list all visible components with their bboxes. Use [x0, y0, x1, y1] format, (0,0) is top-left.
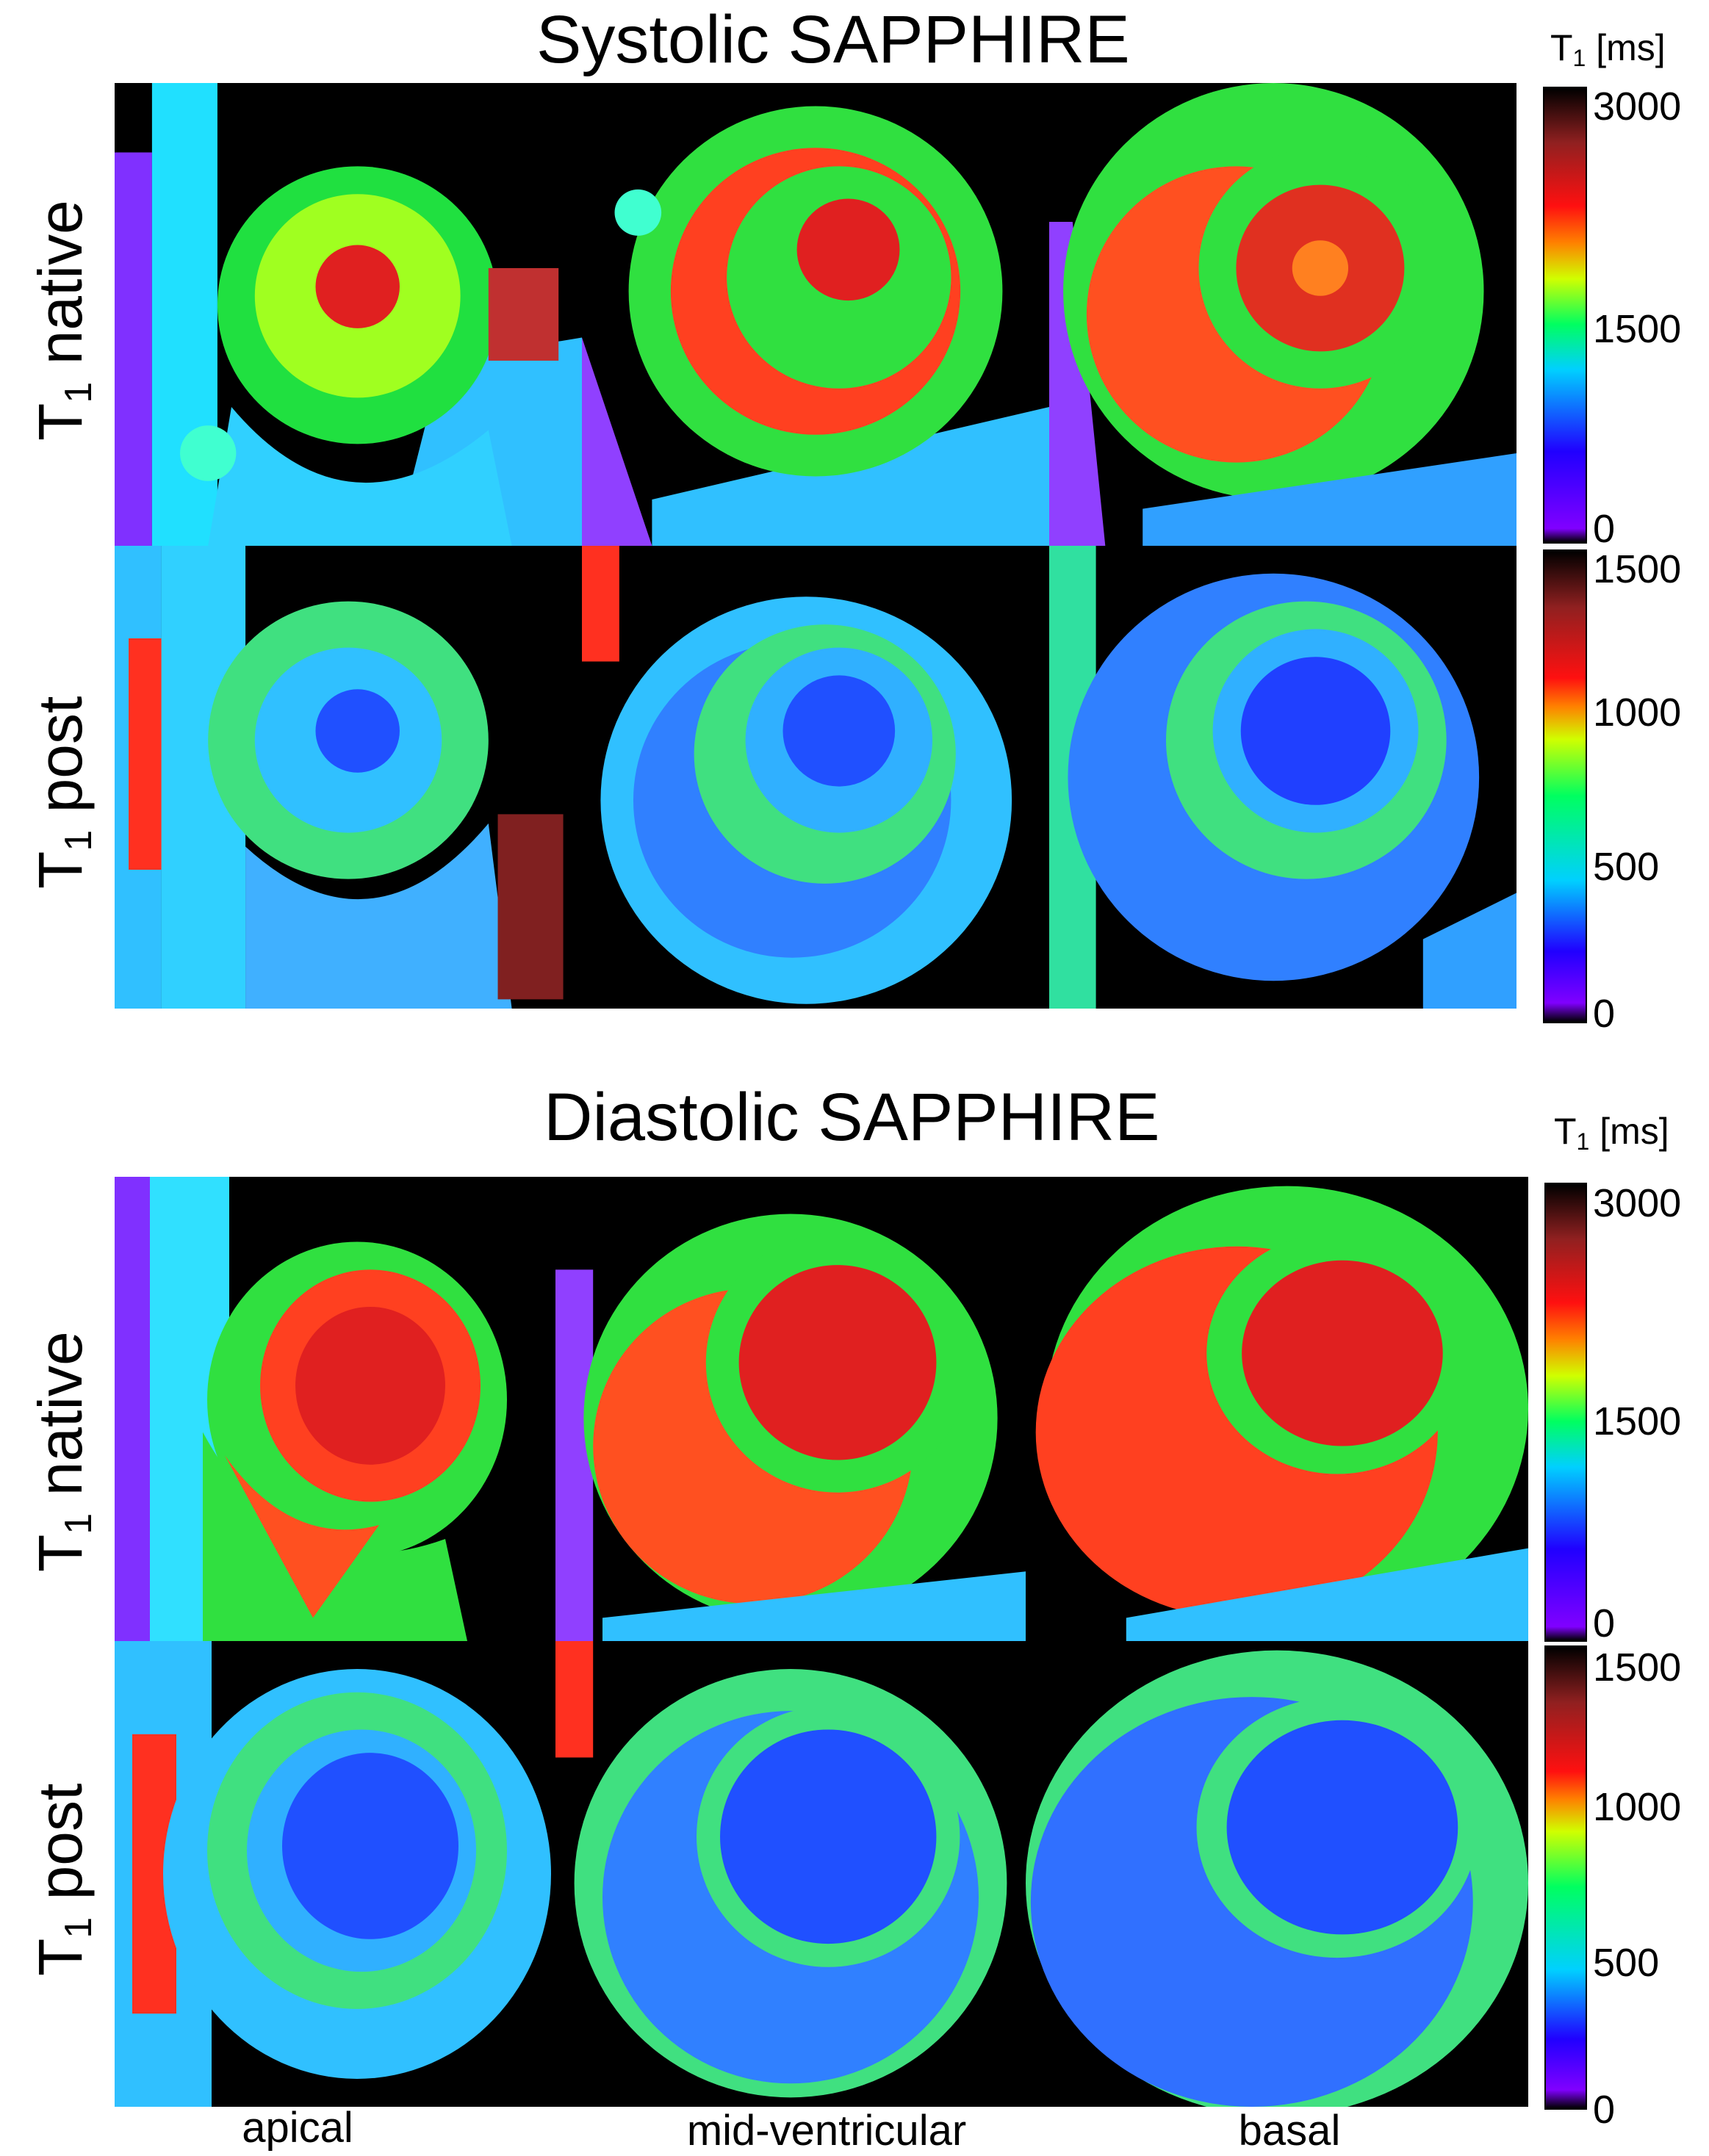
map-diastolic-post-basal — [1026, 1641, 1528, 2107]
map-systolic-post-mid-ventricular — [582, 546, 1049, 1009]
tick-systolic-native-0: 0 — [1593, 507, 1616, 551]
colorbar-title-systolic-native: T1 [ms] — [1550, 27, 1666, 71]
colorbar-diastolic-native — [1544, 1183, 1587, 1642]
systolic-section-title: Systolic SAPPHIRE — [536, 2, 1130, 77]
tick-systolic-post-500: 500 — [1593, 845, 1660, 889]
map-systolic-native-apical — [115, 83, 582, 546]
tick-systolic-post-0: 0 — [1593, 992, 1616, 1036]
tick-diastolic-post-1000: 1000 — [1593, 1785, 1682, 1829]
tick-diastolic-native-3000: 3000 — [1593, 1181, 1682, 1225]
map-diastolic-post-mid-ventricular — [555, 1641, 1026, 2107]
map-systolic-post-apical — [115, 546, 582, 1009]
map-diastolic-native-basal — [1026, 1177, 1528, 1641]
tick-systolic-post-1000: 1000 — [1593, 691, 1682, 735]
tick-diastolic-native-0: 0 — [1593, 1601, 1616, 1645]
tick-systolic-native-3000: 3000 — [1593, 84, 1682, 129]
colorbar-title-diastolic-native: T1 [ms] — [1554, 1111, 1669, 1155]
tick-diastolic-post-1500: 1500 — [1593, 1645, 1682, 1690]
map-diastolic-native-mid-ventricular — [555, 1177, 1026, 1641]
tick-diastolic-native-1500: 1500 — [1593, 1399, 1682, 1443]
colorbar-systolic-post — [1543, 549, 1587, 1023]
diastolic-section-title: Diastolic SAPPHIRE — [544, 1080, 1160, 1155]
tick-systolic-post-1500: 1500 — [1593, 547, 1682, 591]
column-label-apical: apical — [242, 2104, 353, 2152]
row-label-diastolic-post: T1 post — [26, 1783, 100, 1976]
map-systolic-native-basal — [1049, 83, 1516, 546]
tick-diastolic-post-0: 0 — [1593, 2088, 1616, 2132]
tick-diastolic-post-500: 500 — [1593, 1941, 1660, 1985]
map-systolic-post-basal — [1049, 546, 1516, 1009]
colorbar-diastolic-post — [1544, 1645, 1587, 2110]
row-label-diastolic-native: T1 native — [26, 1331, 100, 1572]
map-diastolic-native-apical — [115, 1177, 555, 1641]
column-label-mid-ventricular: mid-ventricular — [686, 2107, 967, 2155]
map-diastolic-post-apical — [115, 1641, 555, 2107]
map-systolic-native-mid-ventricular — [582, 83, 1049, 546]
colorbar-systolic-native — [1543, 87, 1587, 544]
row-label-systolic-post: T1 post — [26, 696, 100, 889]
tick-systolic-native-1500: 1500 — [1593, 307, 1682, 351]
row-label-systolic-native: T1 native — [26, 200, 100, 441]
column-label-basal: basal — [1238, 2107, 1341, 2155]
